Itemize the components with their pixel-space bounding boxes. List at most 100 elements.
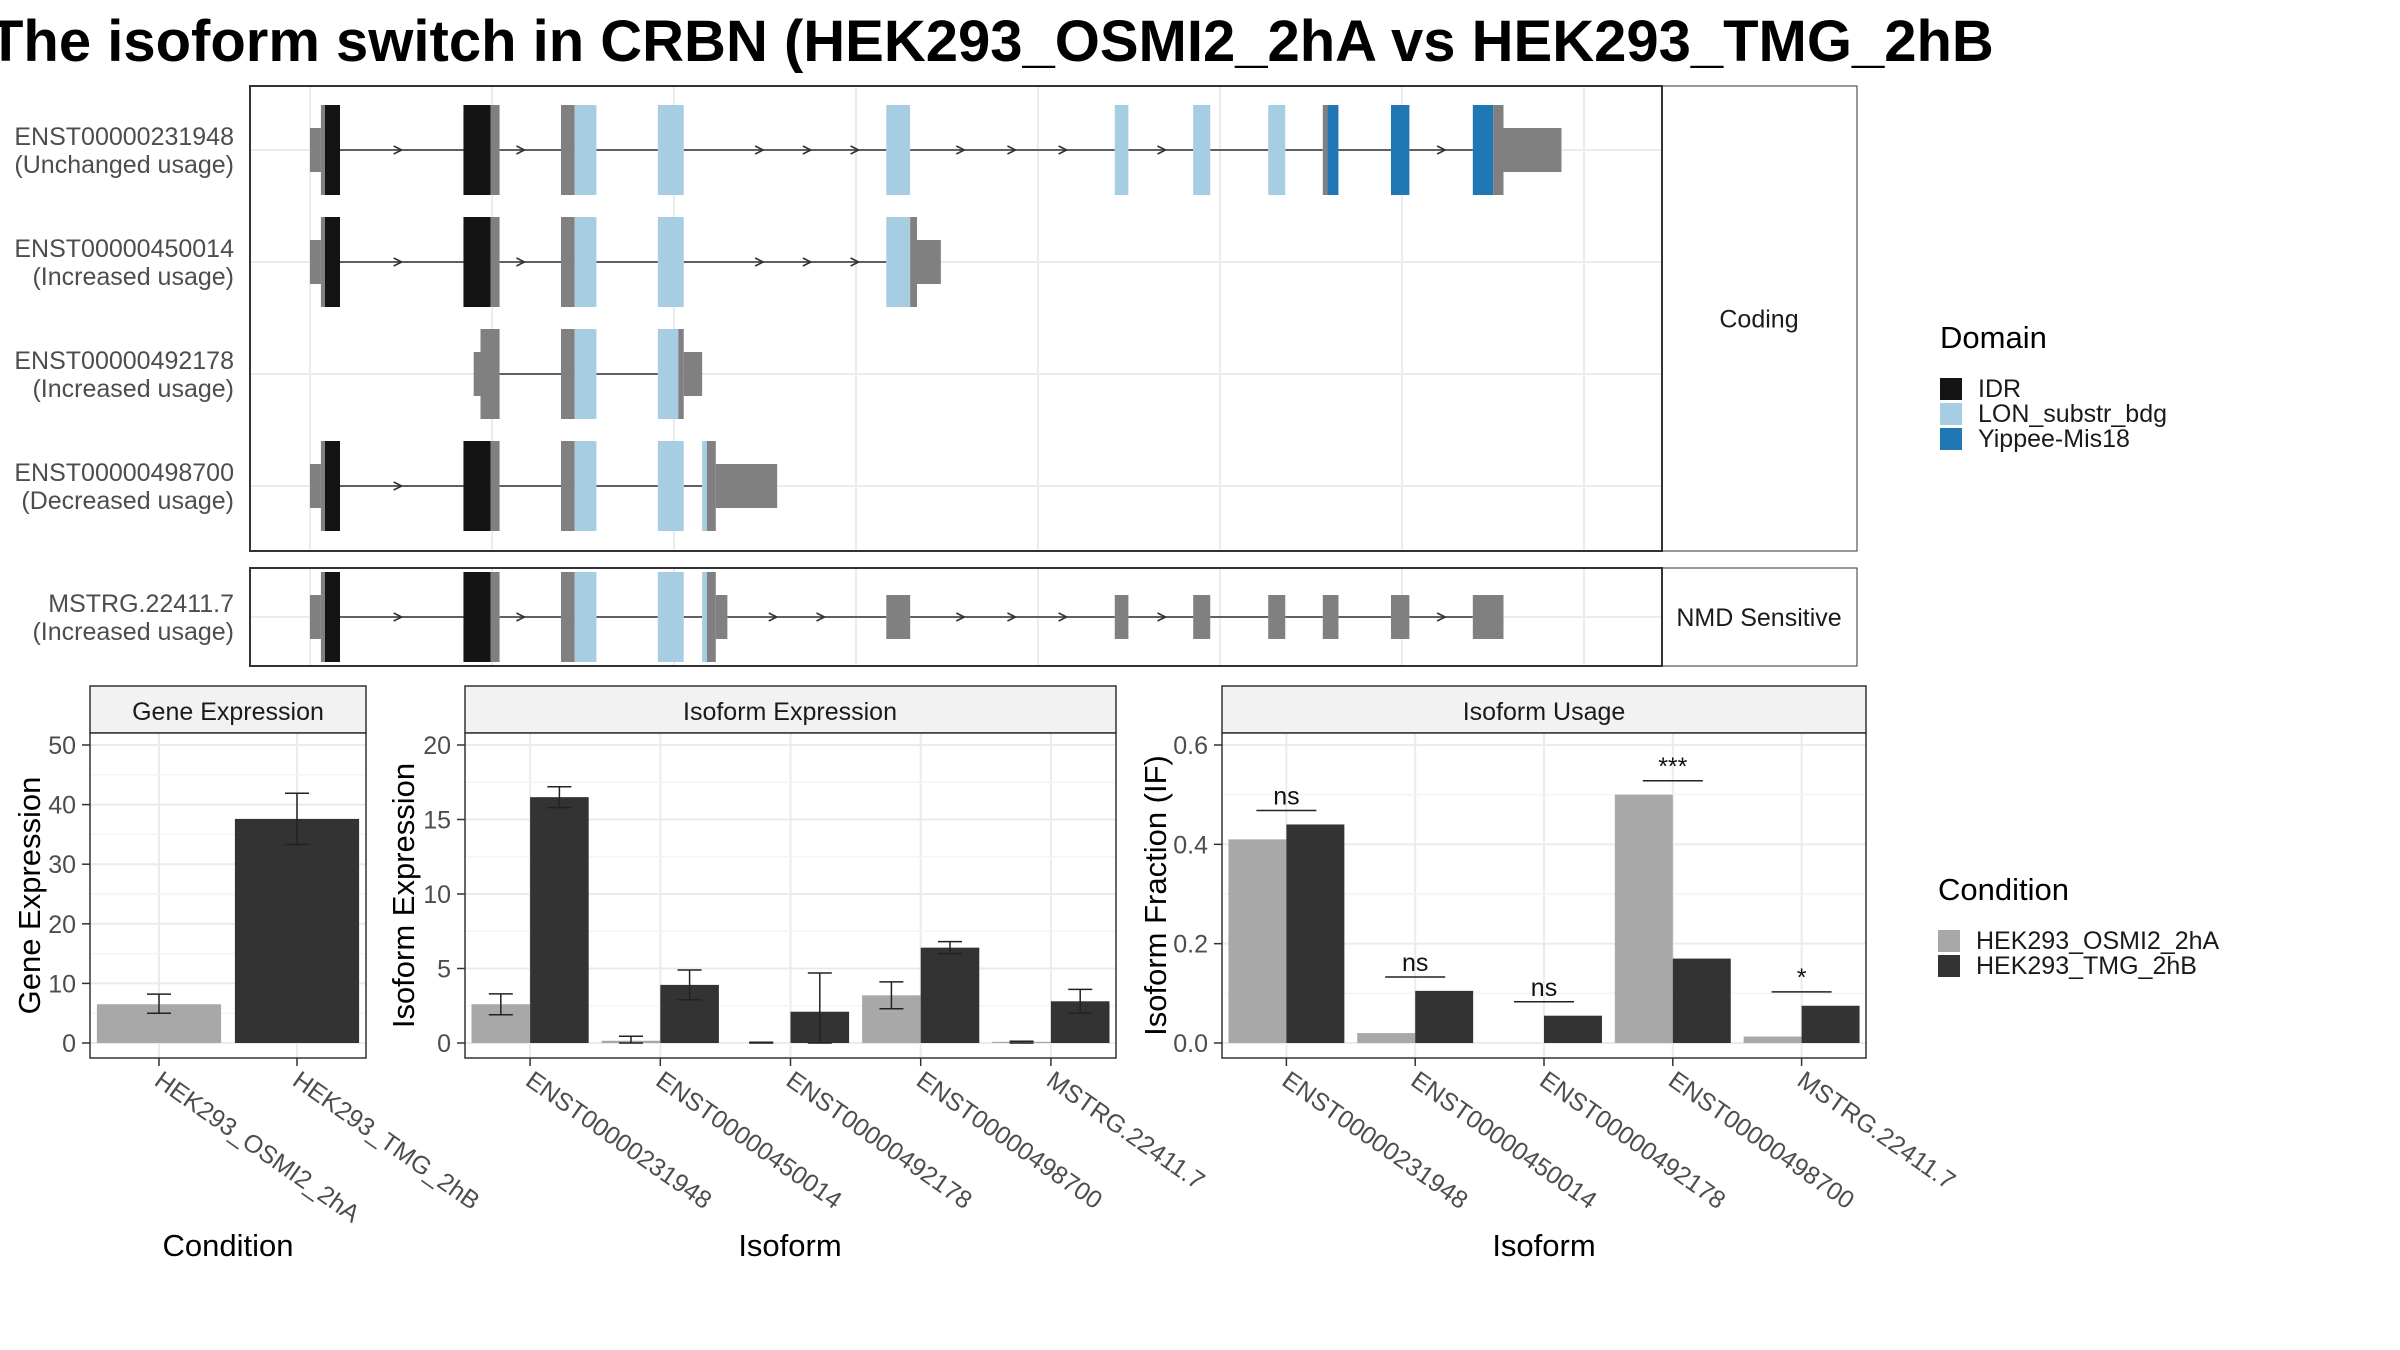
condition-legend-swatch [1938, 930, 1960, 952]
bar [1286, 824, 1345, 1043]
exon-block [320, 105, 326, 195]
direction-arrow [754, 145, 765, 155]
bar [1801, 1005, 1860, 1043]
direction-arrow [1436, 612, 1447, 622]
domain-block [1390, 105, 1410, 195]
facet-strip [89, 685, 367, 734]
direction-arrow [850, 145, 861, 155]
structure-panel [250, 86, 1662, 551]
domain-legend-label: Yippee-Mis18 [1978, 425, 2130, 453]
direction-arrow [768, 612, 779, 622]
exon-block [706, 441, 716, 531]
y-axis-title: Isoform Expression [386, 763, 421, 1028]
y-tick-label: 10 [48, 970, 76, 998]
direction-arrow [516, 612, 527, 622]
exon-block [1268, 595, 1286, 639]
direction-arrow [754, 257, 765, 267]
direction-arrow [1007, 145, 1018, 155]
bar [1544, 1015, 1602, 1043]
x-axis-title: Isoform [738, 1228, 841, 1263]
exon-block [1503, 128, 1562, 172]
direction-arrow [393, 481, 404, 491]
direction-arrow [816, 612, 827, 622]
exon-block [678, 329, 684, 419]
domain-legend-label: LON_substr_bdg [1978, 400, 2167, 428]
transcript-id: ENST00000492178 [14, 347, 234, 375]
significance-label: * [1797, 964, 1807, 992]
exon-block [706, 572, 716, 662]
domain-block [574, 441, 597, 531]
exon-block [886, 595, 911, 639]
exon-block [1493, 105, 1504, 195]
group-strip [1661, 85, 1858, 552]
exon-block [560, 572, 575, 662]
y-tick-label: 0.6 [1173, 732, 1208, 760]
bar [1743, 1036, 1802, 1043]
direction-arrow [1436, 145, 1447, 155]
transcript-usage: (Increased usage) [32, 375, 234, 403]
y-axis-title: Isoform Fraction (IF) [1138, 755, 1173, 1036]
exon-block [310, 240, 321, 284]
domain-block [886, 217, 911, 307]
direction-arrow [393, 145, 404, 155]
transcript-id: ENST00000450014 [14, 235, 234, 263]
exon-block [310, 595, 321, 639]
domain-legend-swatch [1940, 428, 1962, 450]
panel-border [249, 85, 1663, 552]
exon-block [560, 329, 575, 419]
domain-block [325, 441, 341, 531]
exon-block [473, 352, 481, 396]
domain-block [574, 217, 597, 307]
domain-block [325, 105, 341, 195]
exon-block [1322, 105, 1328, 195]
condition-legend-title: Condition [1938, 872, 2069, 907]
domain-block [463, 217, 491, 307]
bar [920, 947, 980, 1043]
bar [1415, 990, 1474, 1043]
transcript-usage: (Unchanged usage) [14, 151, 234, 179]
transcript-usage: (Increased usage) [32, 263, 234, 291]
bar [1228, 839, 1287, 1043]
direction-arrow [516, 257, 527, 267]
exon-block [490, 572, 500, 662]
direction-arrow [1157, 145, 1168, 155]
direction-arrow [955, 145, 967, 155]
facet-strip [1221, 685, 1867, 734]
transcript-id: ENST00000498700 [14, 459, 234, 487]
y-tick-label: 20 [423, 732, 451, 760]
y-tick-label: 5 [437, 956, 451, 984]
domain-block [325, 572, 341, 662]
exon-block [683, 352, 703, 396]
transcript-usage: (Decreased usage) [21, 487, 234, 515]
group-label: Coding [1719, 306, 1798, 334]
x-axis-title: Isoform [1492, 1228, 1595, 1263]
chart-title: Gene Expression [132, 698, 324, 726]
domain-block [886, 105, 911, 195]
group-label: NMD Sensitive [1676, 604, 1841, 632]
significance-label: ns [1402, 949, 1428, 977]
bar [1614, 794, 1673, 1043]
exon-block [1193, 595, 1211, 639]
direction-arrow [1007, 612, 1018, 622]
facet-strip [464, 685, 1117, 734]
direction-arrow [1058, 612, 1069, 622]
exon-block [1114, 595, 1129, 639]
group-strip [1661, 567, 1858, 667]
direction-arrow [393, 612, 404, 622]
significance-label: ns [1531, 974, 1557, 1002]
domain-block [657, 105, 684, 195]
domain-block [657, 441, 684, 531]
significance-label: *** [1658, 753, 1687, 781]
transcript-id: MSTRG.22411.7 [48, 590, 234, 618]
direction-arrow [1058, 145, 1069, 155]
transcript-id: ENST00000231948 [14, 123, 234, 151]
y-tick-label: 10 [423, 881, 451, 909]
transcript-usage: (Increased usage) [32, 618, 234, 646]
exon-block [490, 441, 500, 531]
domain-block [1193, 105, 1211, 195]
condition-legend-label: HEK293_TMG_2hB [1976, 952, 2197, 980]
domain-legend-swatch [1940, 378, 1962, 400]
exon-block [560, 217, 575, 307]
domain-block [702, 441, 707, 531]
